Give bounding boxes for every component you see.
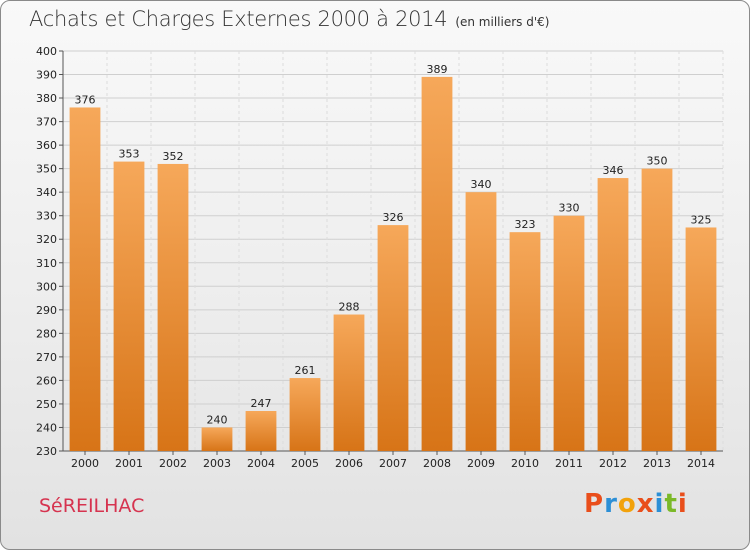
bar-2006 xyxy=(333,314,365,451)
bar-2011 xyxy=(553,215,585,451)
y-tick-label: 260 xyxy=(36,374,57,387)
y-tick-label: 270 xyxy=(36,351,57,364)
x-tick-label-2005: 2005 xyxy=(291,457,319,470)
bar-2008 xyxy=(421,76,453,451)
bar-2003 xyxy=(201,427,233,451)
y-tick-label: 240 xyxy=(36,421,57,434)
proxiti-letter: t xyxy=(664,489,678,519)
x-tick-label-2013: 2013 xyxy=(643,457,671,470)
proxiti-letter: P xyxy=(584,489,605,519)
bars xyxy=(69,76,717,452)
value-label-2005: 261 xyxy=(295,364,316,377)
value-label-2009: 340 xyxy=(471,178,492,191)
proxiti-letter: i xyxy=(677,489,688,519)
proxiti-logo: Proxiti xyxy=(584,489,688,519)
x-tick-label-2001: 2001 xyxy=(115,457,143,470)
x-tick-label-2010: 2010 xyxy=(511,457,539,470)
y-tick-label: 390 xyxy=(36,69,57,82)
y-tick-label: 320 xyxy=(36,233,57,246)
bar-2007 xyxy=(377,225,409,451)
y-tick-label: 230 xyxy=(36,445,57,458)
y-tick-label: 360 xyxy=(36,139,57,152)
value-label-2006: 288 xyxy=(339,301,360,314)
x-tick-labels: 2000 2001 2002 2003 2004 2005 2006 2007 2008 2009… xyxy=(71,457,715,470)
value-label-2004: 247 xyxy=(251,397,272,410)
bar-2004 xyxy=(245,411,277,451)
y-tick-labels: 230 240 250 260 270 280 290 300 310 320 330 340 350 3… xyxy=(36,45,57,458)
x-tick-label-2007: 2007 xyxy=(379,457,407,470)
value-label-2003: 240 xyxy=(207,413,228,426)
y-tick-label: 330 xyxy=(36,210,57,223)
value-label-2008: 389 xyxy=(427,63,448,76)
value-label-2002: 352 xyxy=(163,150,184,163)
y-tick-label: 250 xyxy=(36,398,57,411)
value-label-2000: 376 xyxy=(75,93,96,106)
chart-title-text: Achats et Charges Externes 2000 à 2014 xyxy=(29,7,448,31)
chart-unit: (en milliers d'€) xyxy=(455,15,550,29)
bar-2013 xyxy=(641,168,673,451)
y-tick-label: 290 xyxy=(36,304,57,317)
x-tick-label-2009: 2009 xyxy=(467,457,495,470)
bar-2002 xyxy=(157,163,189,452)
y-tick-label: 370 xyxy=(36,116,57,129)
y-tick-label: 300 xyxy=(36,280,57,293)
proxiti-letter: o xyxy=(617,489,637,519)
value-label-2012: 346 xyxy=(603,164,624,177)
x-tick-label-2012: 2012 xyxy=(599,457,627,470)
value-labels: 376 353 352 240 247 261 288 326 389 340 323 330 346 3… xyxy=(75,63,712,427)
x-tick-label-2004: 2004 xyxy=(247,457,275,470)
proxiti-letter: i xyxy=(654,489,665,519)
x-tick-label-2011: 2011 xyxy=(555,457,583,470)
y-tick-label: 350 xyxy=(36,163,57,176)
bar-2001 xyxy=(113,161,145,451)
value-label-2001: 353 xyxy=(119,148,140,161)
value-label-2007: 326 xyxy=(383,211,404,224)
y-tick-label: 310 xyxy=(36,257,57,270)
x-tick-label-2006: 2006 xyxy=(335,457,363,470)
bar-2014 xyxy=(685,227,717,451)
value-label-2013: 350 xyxy=(647,155,668,168)
x-tick-label-2003: 2003 xyxy=(203,457,231,470)
y-tick-label: 380 xyxy=(36,92,57,105)
bar-2009 xyxy=(465,192,497,452)
bar-2012 xyxy=(597,178,629,451)
value-label-2010: 323 xyxy=(515,218,536,231)
x-tick-label-2000: 2000 xyxy=(71,457,99,470)
proxiti-letter: r xyxy=(604,489,618,519)
x-tick-label-2014: 2014 xyxy=(687,457,715,470)
chart-title: Achats et Charges Externes 2000 à 2014 (e… xyxy=(29,7,549,31)
y-tick-label: 400 xyxy=(36,45,57,58)
y-tick-label: 280 xyxy=(36,327,57,340)
proxiti-letter: x xyxy=(636,489,655,519)
x-tick-label-2008: 2008 xyxy=(423,457,451,470)
bar-2005 xyxy=(289,378,321,451)
bar-2010 xyxy=(509,232,541,451)
commune-name: SéREILHAC xyxy=(39,495,145,517)
x-tick-label-2002: 2002 xyxy=(159,457,187,470)
value-label-2011: 330 xyxy=(559,202,580,215)
value-label-2014: 325 xyxy=(691,213,712,226)
y-tick-label: 340 xyxy=(36,186,57,199)
bar-2000 xyxy=(69,107,101,452)
